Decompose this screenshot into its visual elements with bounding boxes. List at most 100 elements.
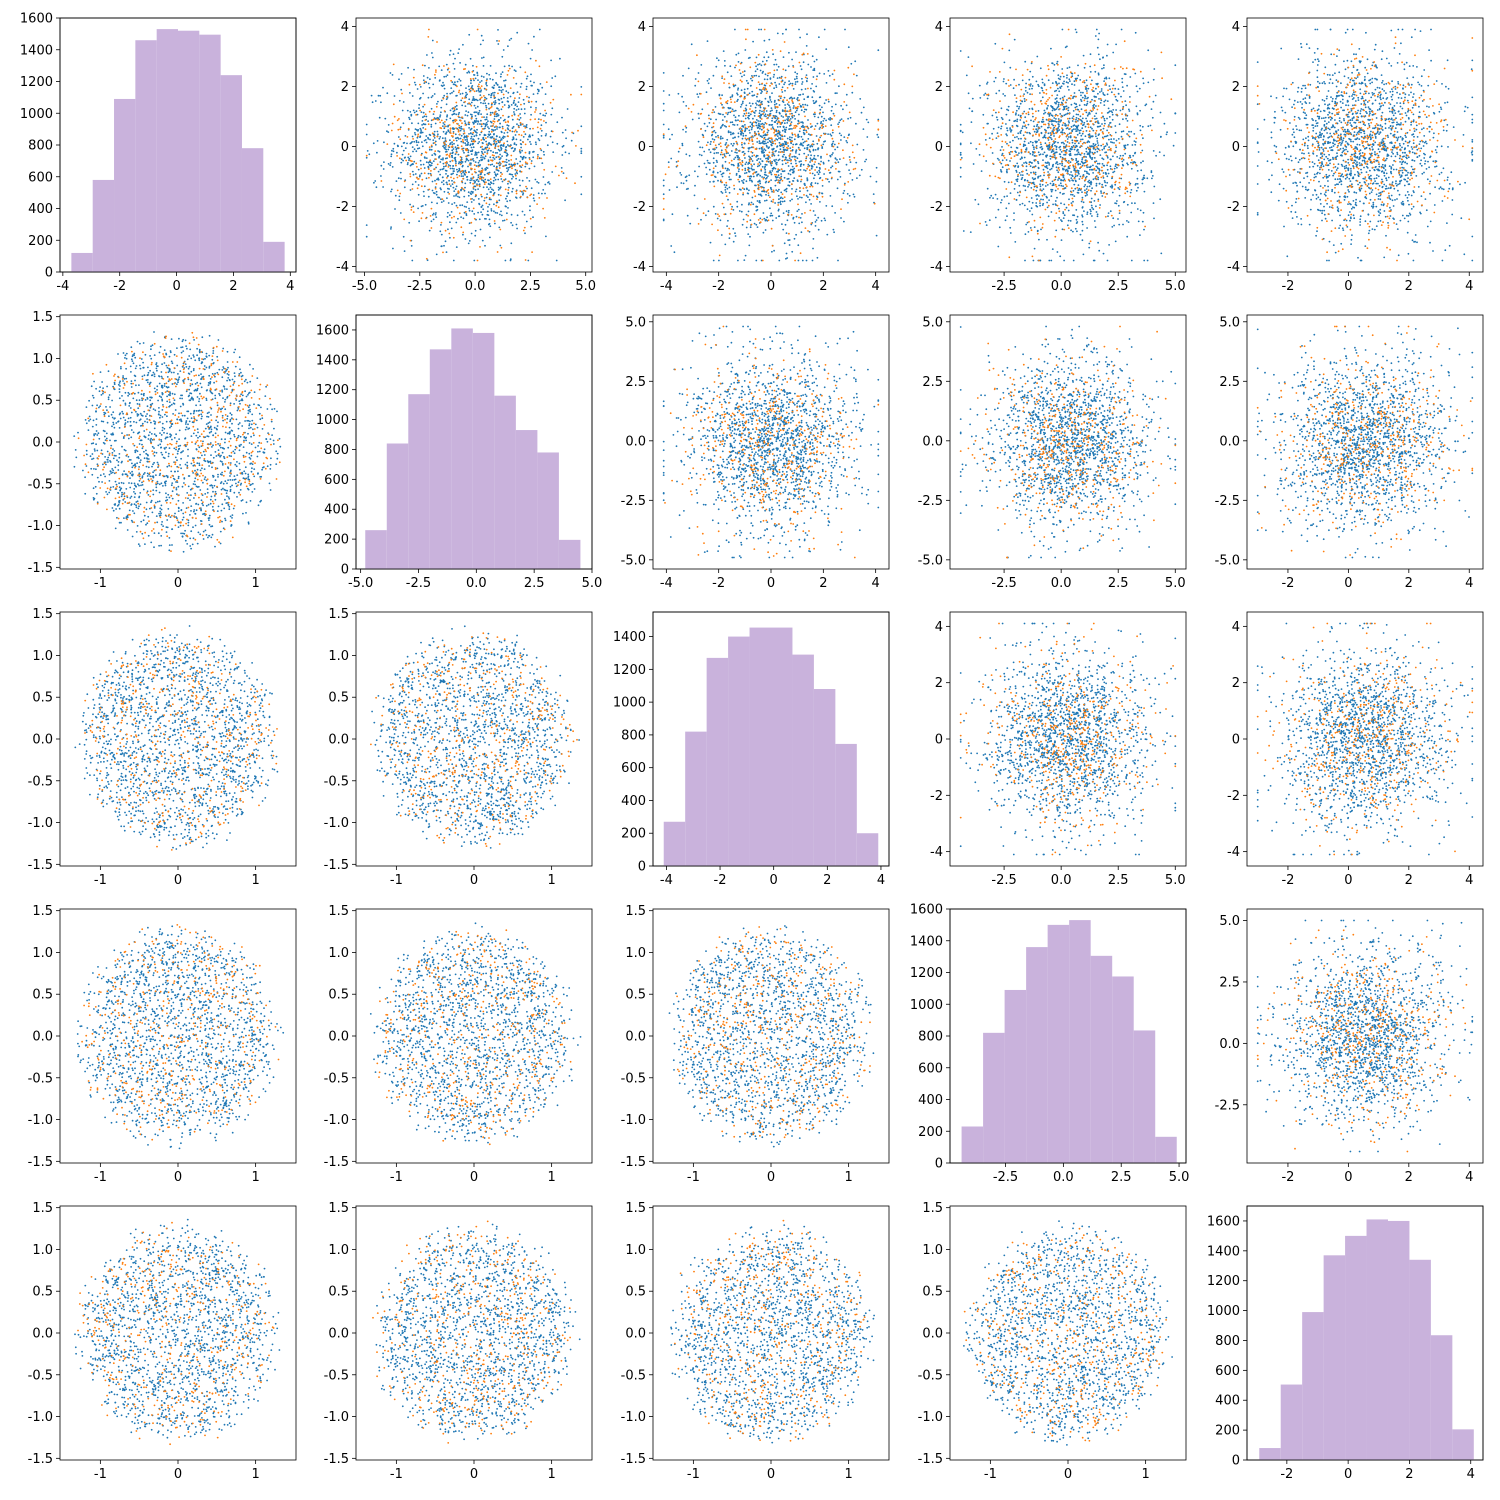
- scatter-point: [744, 129, 747, 132]
- scatter-point: [420, 185, 423, 188]
- scatter-point: [1128, 110, 1131, 112]
- scatter-point: [757, 81, 760, 83]
- scatter-point: [804, 76, 807, 79]
- scatter-point: [767, 154, 769, 157]
- scatter-point: [794, 158, 796, 161]
- scatter-point: [747, 57, 750, 59]
- scatter-point: [485, 116, 488, 118]
- scatter-point: [1050, 195, 1053, 198]
- scatter-point: [409, 159, 412, 162]
- scatter-point: [453, 168, 455, 170]
- scatter-point: [779, 148, 782, 151]
- scatter-point: [834, 103, 837, 106]
- scatter-point: [424, 151, 427, 154]
- panel-0-0-y-tick-label: 200: [28, 234, 53, 249]
- scatter-point: [761, 122, 764, 125]
- scatter-point: [845, 93, 848, 96]
- scatter-point: [411, 141, 413, 143]
- scatter-point: [427, 195, 430, 198]
- scatter-point: [837, 123, 839, 125]
- scatter-point: [527, 138, 529, 141]
- scatter-point: [774, 184, 777, 187]
- scatter-point: [749, 132, 751, 134]
- scatter-point: [804, 159, 807, 162]
- scatter-point: [442, 125, 444, 127]
- scatter-point: [468, 127, 470, 129]
- scatter-point: [735, 140, 738, 143]
- scatter-point: [694, 170, 696, 173]
- scatter-point: [482, 39, 484, 42]
- scatter-point: [469, 181, 472, 184]
- scatter-point: [783, 153, 785, 156]
- scatter-point: [755, 65, 757, 68]
- scatter-point: [427, 136, 429, 139]
- scatter-point: [1152, 100, 1155, 103]
- scatter-point: [531, 84, 533, 87]
- scatter-point: [835, 162, 837, 165]
- scatter-point: [1091, 157, 1094, 159]
- panel-0-0-x-tick-label: 0: [172, 279, 180, 294]
- scatter-point: [751, 165, 753, 167]
- scatter-point: [708, 162, 711, 165]
- scatter-point: [450, 227, 453, 230]
- scatter-point: [529, 209, 531, 212]
- scatter-point: [778, 151, 780, 153]
- scatter-point: [678, 147, 681, 150]
- scatter-point: [457, 146, 460, 149]
- scatter-point: [457, 128, 460, 131]
- scatter-point: [785, 187, 788, 190]
- scatter-point: [580, 150, 583, 153]
- scatter-point: [480, 193, 482, 196]
- scatter-point: [435, 212, 437, 214]
- scatter-point: [1070, 193, 1072, 196]
- scatter-point: [779, 151, 782, 154]
- scatter-point: [417, 133, 420, 136]
- scatter-point: [511, 65, 513, 68]
- panel-0-1-series-0: [365, 28, 583, 262]
- scatter-point: [806, 147, 808, 149]
- scatter-point: [1080, 94, 1082, 97]
- scatter-point: [761, 165, 764, 168]
- scatter-point: [471, 210, 474, 213]
- scatter-point: [805, 125, 807, 128]
- scatter-point: [768, 151, 771, 154]
- scatter-point: [480, 34, 483, 37]
- scatter-point: [840, 217, 842, 219]
- scatter-point: [511, 177, 513, 180]
- scatter-point: [723, 213, 726, 216]
- scatter-point: [798, 175, 801, 178]
- scatter-point: [504, 121, 507, 124]
- scatter-point: [1014, 136, 1016, 139]
- scatter-point: [775, 173, 778, 176]
- scatter-point: [786, 178, 789, 180]
- scatter-point: [477, 198, 480, 200]
- scatter-point: [781, 197, 784, 200]
- scatter-point: [843, 184, 846, 186]
- scatter-point: [706, 125, 709, 128]
- scatter-point: [752, 175, 755, 178]
- scatter-point: [1045, 129, 1047, 132]
- scatter-point: [519, 86, 522, 88]
- scatter-point: [798, 113, 800, 116]
- scatter-point: [524, 126, 527, 129]
- scatter-point: [771, 92, 773, 94]
- scatter-point: [840, 134, 843, 137]
- scatter-point: [391, 166, 394, 168]
- scatter-point: [678, 111, 681, 114]
- scatter-point: [412, 150, 414, 153]
- scatter-point: [755, 119, 758, 121]
- scatter-point: [670, 245, 673, 247]
- scatter-point: [434, 187, 437, 190]
- scatter-point: [540, 149, 543, 152]
- scatter-point: [412, 211, 415, 214]
- scatter-point: [459, 156, 462, 158]
- scatter-point: [759, 120, 762, 123]
- scatter-point: [1027, 231, 1030, 233]
- scatter-point: [415, 110, 418, 113]
- scatter-point: [817, 228, 820, 231]
- scatter-point: [1121, 160, 1124, 163]
- scatter-point: [526, 187, 528, 190]
- scatter-point: [466, 71, 469, 74]
- scatter-point: [392, 63, 395, 66]
- scatter-point: [809, 151, 812, 153]
